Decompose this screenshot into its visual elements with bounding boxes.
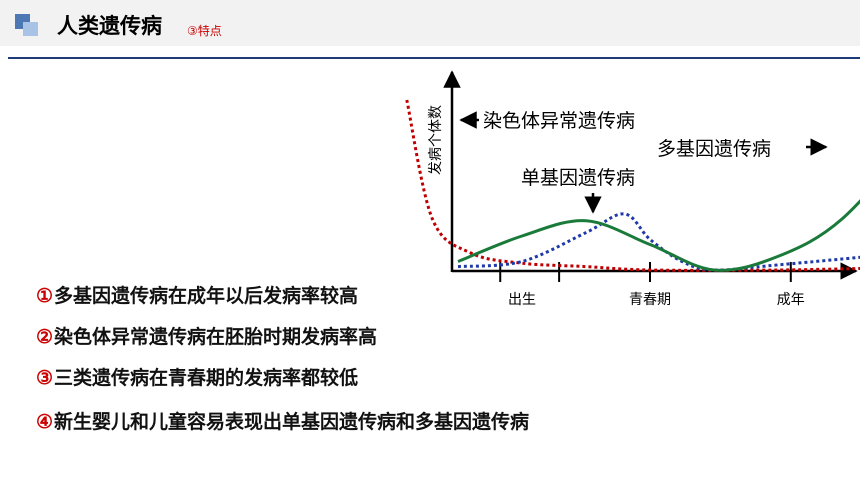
statement-2-text: 染色体异常遗传病在胚胎时期发病率高	[54, 326, 378, 348]
statement-2-number: ②	[36, 326, 54, 348]
x-tick-label: 成年	[777, 292, 805, 308]
statement-3: ③三类遗传病在青春期的发病率都较低	[36, 363, 358, 390]
statement-4: ④新生婴儿和儿童容易表现出单基因遗传病和多基因遗传病	[36, 407, 529, 434]
series-single-gene-curve	[457, 212, 860, 272]
statement-3-text: 三类遗传病在青春期的发病率都较低	[54, 367, 359, 389]
title-divider	[8, 57, 860, 59]
statement-2: ②染色体异常遗传病在胚胎时期发病率高	[36, 322, 377, 349]
annotation-single-gene-label: 单基因遗传病	[521, 167, 635, 189]
y-axis-label: 发病个体数	[428, 105, 444, 175]
statement-4-text: 新生婴儿和儿童容易表现出单基因遗传病和多基因遗传病	[54, 411, 530, 433]
statement-4-number: ④	[36, 411, 54, 433]
annotation-polygenic-label: 多基因遗传病	[657, 138, 771, 160]
header-bar: 人类遗传病 ③特点	[0, 0, 860, 46]
series-chromosomal-curve	[405, 99, 860, 272]
statement-1-text: 多基因遗传病在成年以后发病率较高	[54, 285, 359, 307]
page-title: 人类遗传病	[57, 14, 162, 38]
statement-1-number: ①	[36, 285, 54, 307]
series-polygenic-curve	[457, 199, 860, 272]
page-subtitle: ③特点	[187, 24, 222, 38]
statement-1: ①多基因遗传病在成年以后发病率较高	[36, 281, 358, 308]
section-marker-icon	[15, 14, 39, 36]
x-tick-label: 出生	[508, 292, 536, 308]
x-tick-label: 青春期	[629, 292, 671, 308]
statement-3-number: ③	[36, 367, 54, 389]
annotation-chromosomal-label: 染色体异常遗传病	[483, 110, 635, 132]
